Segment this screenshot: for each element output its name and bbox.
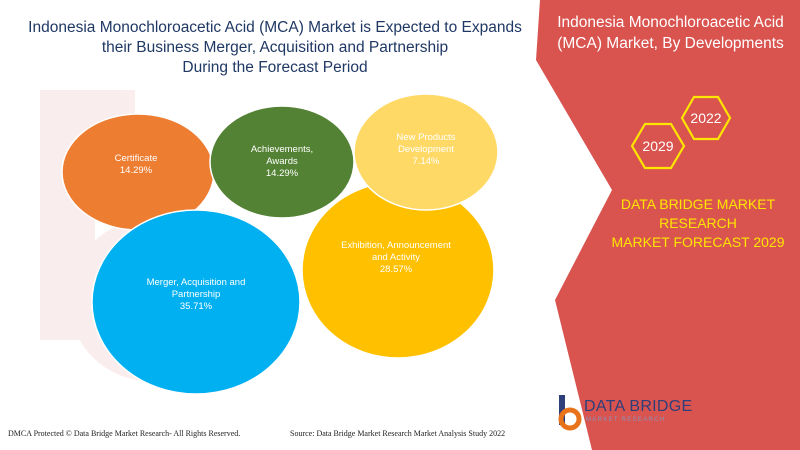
bubble-achievements-awards [209,105,355,219]
bubble-new-products-development [353,93,499,211]
hexagon-2029 [630,122,686,170]
chart-title-line: their Business Merger, Acquisition and P… [101,39,449,56]
chart-title-line: During the Forecast Period [182,59,368,76]
forecast-callout-line: RESEARCH [659,215,737,231]
year-2029-label: 2029 [642,138,673,154]
chart-title-line: Indonesia Monochloroacetic Acid (MCA) Ma… [28,19,522,36]
brand-logo-icon [558,395,582,431]
side-panel-title-line: Indonesia Monochloroacetic Acid [557,14,784,31]
brand-logo: DATA BRIDGE MARKET RESEARCH [556,393,756,437]
label-certificate-value: 14.29% [120,165,153,176]
label-new-products-name-1: New Products [396,132,455,143]
side-panel-title-line: (MCA) Market, By Developments [557,35,784,52]
bubble-merger-acquisition-partnership [91,209,301,395]
forecast-callout-line: MARKET FORECAST 2029 [611,234,785,250]
label-achievements-value: 14.29% [266,168,299,179]
label-achievements-name-1: Achievements, [251,144,313,155]
label-exhibition-name-1: Exhibition, Announcement [341,240,451,251]
side-panel-background [536,0,800,450]
source-note: Source: Data Bridge Market Research Mark… [290,429,506,438]
bubble-labels: Certificate 14.29% Achievements, Awards … [115,132,456,312]
label-new-products-name-2: Development [398,144,454,155]
forecast-callout-line: DATA BRIDGE MARKET [620,196,776,212]
label-merger-name-2: Partnership [172,289,221,300]
hexagon-2022 [680,95,732,141]
label-exhibition-name-2: and Activity [372,252,420,263]
brand-name: DATA BRIDGE [584,398,693,415]
label-merger-value: 35.71% [180,301,213,312]
forecast-callout: DATA BRIDGE MARKET RESEARCH MARKET FOREC… [598,195,798,252]
copyright-notice: DMCA Protected © Data Bridge Market Rese… [8,429,241,438]
label-merger-name-1: Merger, Acquisition and [147,277,246,288]
brand-subtitle: MARKET RESEARCH [586,417,666,423]
year-2022-label: 2022 [690,110,721,126]
side-panel-title: Indonesia Monochloroacetic Acid (MCA) Ma… [548,12,793,54]
chart-title: Indonesia Monochloroacetic Acid (MCA) Ma… [20,18,530,78]
label-new-products-value: 7.14% [413,156,440,167]
label-exhibition-value: 28.57% [380,264,413,275]
label-achievements-name-2: Awards [266,156,298,167]
bubbles [61,93,499,395]
label-certificate-name: Certificate [115,153,158,164]
